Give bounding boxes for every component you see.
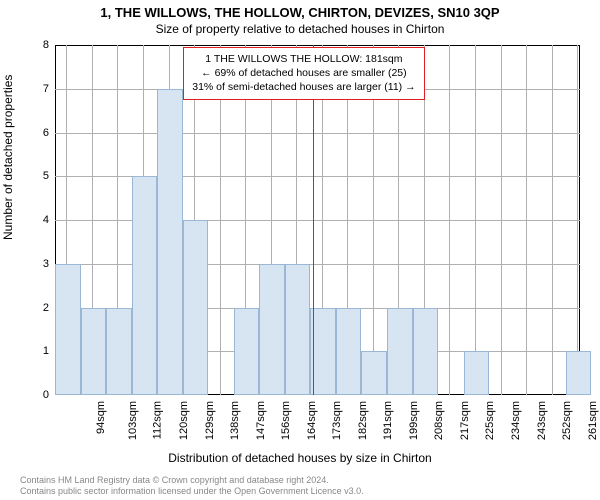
- x-tick-label: 138sqm: [229, 401, 241, 440]
- gridline-v: [552, 45, 553, 395]
- histogram-bar: [285, 264, 311, 395]
- y-tick-label: 0: [43, 389, 49, 401]
- x-tick-label: 234sqm: [510, 401, 522, 440]
- chart-title: 1, THE WILLOWS, THE HOLLOW, CHIRTON, DEV…: [0, 5, 600, 20]
- annotation-line: 31% of semi-detached houses are larger (…: [192, 80, 415, 94]
- x-tick-label: 120sqm: [178, 401, 190, 440]
- y-tick-label: 8: [43, 39, 49, 51]
- x-tick-label: 164sqm: [306, 401, 318, 440]
- y-tick-label: 3: [43, 258, 49, 270]
- histogram-bar: [566, 351, 592, 395]
- footer-line-2: Contains public sector information licen…: [20, 486, 590, 498]
- x-axis-label: Distribution of detached houses by size …: [0, 451, 600, 465]
- footer-line-1: Contains HM Land Registry data © Crown c…: [20, 475, 590, 487]
- histogram-bar: [464, 351, 490, 395]
- footer-attribution: Contains HM Land Registry data © Crown c…: [20, 475, 590, 498]
- histogram-bar: [81, 308, 107, 396]
- x-tick-label: 156sqm: [280, 401, 292, 440]
- gridline-v: [526, 45, 527, 395]
- histogram-bar: [387, 308, 413, 396]
- x-tick-label: 199sqm: [408, 401, 420, 440]
- annotation-line: ← 69% of detached houses are smaller (25…: [192, 66, 415, 80]
- plot-area: 01234567894sqm103sqm112sqm120sqm129sqm13…: [55, 45, 580, 395]
- chart-subtitle: Size of property relative to detached ho…: [0, 22, 600, 36]
- chart-container: 1, THE WILLOWS, THE HOLLOW, CHIRTON, DEV…: [0, 0, 600, 500]
- histogram-bar: [183, 220, 209, 395]
- histogram-bar: [157, 89, 183, 395]
- x-tick-label: 261sqm: [587, 401, 599, 440]
- histogram-bar: [106, 308, 132, 396]
- x-tick-label: 103sqm: [127, 401, 139, 440]
- histogram-bar: [234, 308, 260, 396]
- x-tick-label: 252sqm: [561, 401, 573, 440]
- x-tick-label: 191sqm: [382, 401, 394, 440]
- x-tick-label: 217sqm: [459, 401, 471, 440]
- gridline-v: [501, 45, 502, 395]
- y-tick-label: 1: [43, 345, 49, 357]
- gridline-v: [449, 45, 450, 395]
- x-tick-label: 147sqm: [255, 401, 267, 440]
- y-tick-label: 7: [43, 83, 49, 95]
- x-tick-label: 243sqm: [536, 401, 548, 440]
- y-tick-label: 6: [43, 127, 49, 139]
- x-tick-label: 112sqm: [152, 401, 164, 439]
- histogram-bar: [259, 264, 285, 395]
- y-axis-label: Number of detached properties: [1, 75, 15, 240]
- gridline-v: [475, 45, 476, 395]
- histogram-bar: [413, 308, 439, 396]
- histogram-bar: [361, 351, 387, 395]
- x-tick-label: 94sqm: [95, 401, 107, 434]
- annotation-box: 1 THE WILLOWS THE HOLLOW: 181sqm← 69% of…: [183, 47, 424, 100]
- x-tick-label: 208sqm: [434, 401, 446, 440]
- x-tick-label: 129sqm: [204, 401, 216, 440]
- y-tick-label: 4: [43, 214, 49, 226]
- y-tick-label: 2: [43, 302, 49, 314]
- y-tick-label: 5: [43, 170, 49, 182]
- x-tick-label: 173sqm: [331, 401, 343, 440]
- annotation-line: 1 THE WILLOWS THE HOLLOW: 181sqm: [192, 52, 415, 66]
- histogram-bar: [55, 264, 81, 395]
- histogram-bar: [336, 308, 362, 396]
- x-tick-label: 182sqm: [357, 401, 369, 440]
- gridline-v: [577, 45, 578, 395]
- x-tick-label: 225sqm: [485, 401, 497, 440]
- histogram-bar: [132, 176, 158, 395]
